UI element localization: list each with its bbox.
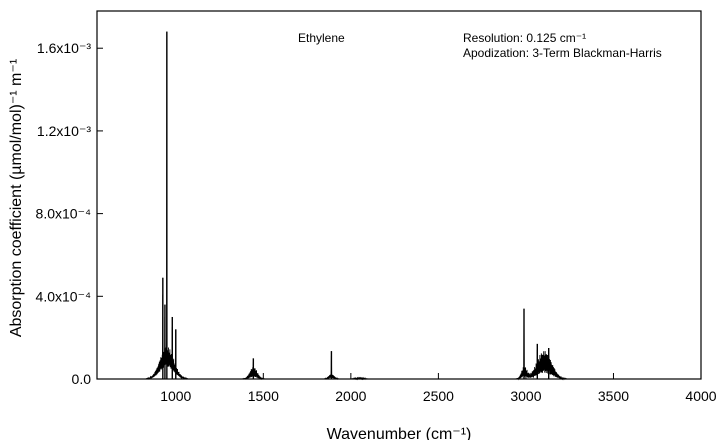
y-tick-label: 4.0x10⁻⁴ bbox=[36, 288, 91, 304]
annotation-apodization: Apodization: 3-Term Blackman-Harris bbox=[463, 46, 662, 60]
x-tick-label: 2500 bbox=[423, 388, 454, 404]
y-tick-label: 1.6x10⁻³ bbox=[37, 40, 91, 56]
x-tick-label: 1500 bbox=[248, 388, 279, 404]
y-axis: 0.0 4.0x10⁻⁴ 8.0x10⁻⁴ 1.2x10⁻³ 1.6x10⁻³ bbox=[36, 40, 103, 387]
annotation-resolution: Resolution: 0.125 cm⁻¹ bbox=[463, 31, 586, 45]
x-tick-label: 1000 bbox=[160, 388, 191, 404]
y-tick-label: 8.0x10⁻⁴ bbox=[36, 206, 91, 222]
x-tick-label: 3000 bbox=[510, 388, 541, 404]
spectrum-series bbox=[97, 31, 701, 381]
x-tick-label: 3500 bbox=[598, 388, 629, 404]
x-tick-label: 4000 bbox=[685, 388, 716, 404]
x-axis: 1000 1500 2000 2500 3000 3500 4000 bbox=[160, 373, 717, 404]
y-axis-title: Absorption coefficient (µmol/mol)⁻¹ m⁻¹ bbox=[8, 59, 25, 337]
y-tick-label: 1.2x10⁻³ bbox=[37, 123, 91, 139]
annotation-compound: Ethylene bbox=[298, 31, 345, 45]
y-tick-label: 0.0 bbox=[72, 371, 92, 387]
plot-frame bbox=[96, 10, 702, 380]
x-axis-title: Wavenumber (cm⁻¹) bbox=[327, 426, 472, 440]
spectrum-line bbox=[97, 31, 701, 381]
x-tick-label: 2000 bbox=[335, 388, 366, 404]
